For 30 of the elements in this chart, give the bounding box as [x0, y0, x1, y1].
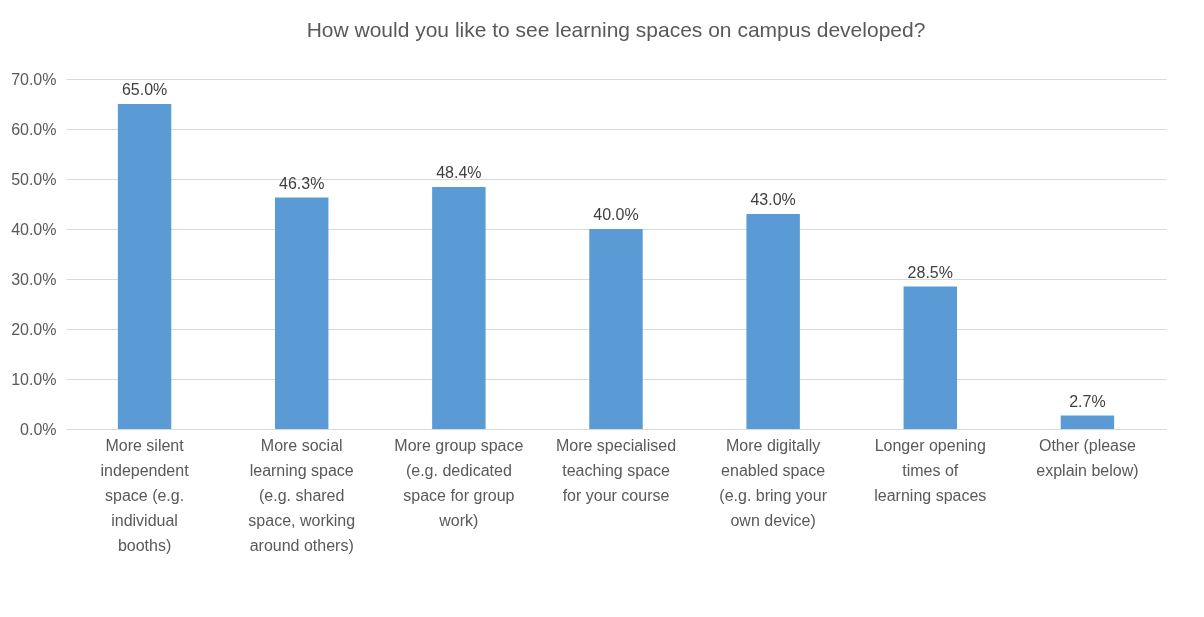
data-label: 43.0%	[750, 191, 796, 208]
x-tick-label: More social learning space (e.g. shared space, working around others)	[248, 436, 356, 554]
y-tick-label: 50.0%	[11, 170, 57, 188]
x-tick-label: Other (please explain below)	[1036, 436, 1139, 479]
x-tick-label: More specialised teaching space for your course	[555, 436, 677, 504]
bar	[589, 229, 643, 429]
y-tick-label: 60.0%	[11, 120, 57, 138]
y-tick-label: 0.0%	[20, 420, 57, 438]
chart-title: How would you like to see learning spaces on campus developed?	[306, 18, 926, 41]
bar	[432, 187, 486, 429]
bar	[903, 286, 957, 429]
x-tick-label: More digitally enabled space (e.g. bring your own device)	[719, 436, 828, 529]
x-tick-label: More silent independent space (e.g. individual booths)	[100, 436, 190, 554]
x-tick-label: More group space (e.g. dedicated space for group work)	[394, 436, 524, 529]
data-label: 48.4%	[436, 164, 482, 181]
data-label: 2.7%	[1069, 392, 1106, 410]
y-tick-label: 20.0%	[11, 320, 57, 338]
data-label: 46.3%	[279, 174, 325, 192]
y-tick-label: 10.0%	[11, 370, 57, 388]
bar	[746, 214, 800, 429]
data-label: 65.0%	[121, 81, 168, 98]
data-label: 28.5%	[907, 263, 953, 281]
y-tick-label: 30.0%	[11, 270, 57, 288]
y-tick-label: 40.0%	[11, 220, 57, 238]
data-label: 40.0%	[593, 206, 639, 223]
bar	[1060, 415, 1115, 429]
x-tick-label: Longer opening times of learning spaces	[874, 436, 987, 504]
bar	[275, 197, 329, 429]
bar	[117, 104, 172, 429]
y-tick-label: 70.0%	[11, 70, 57, 88]
